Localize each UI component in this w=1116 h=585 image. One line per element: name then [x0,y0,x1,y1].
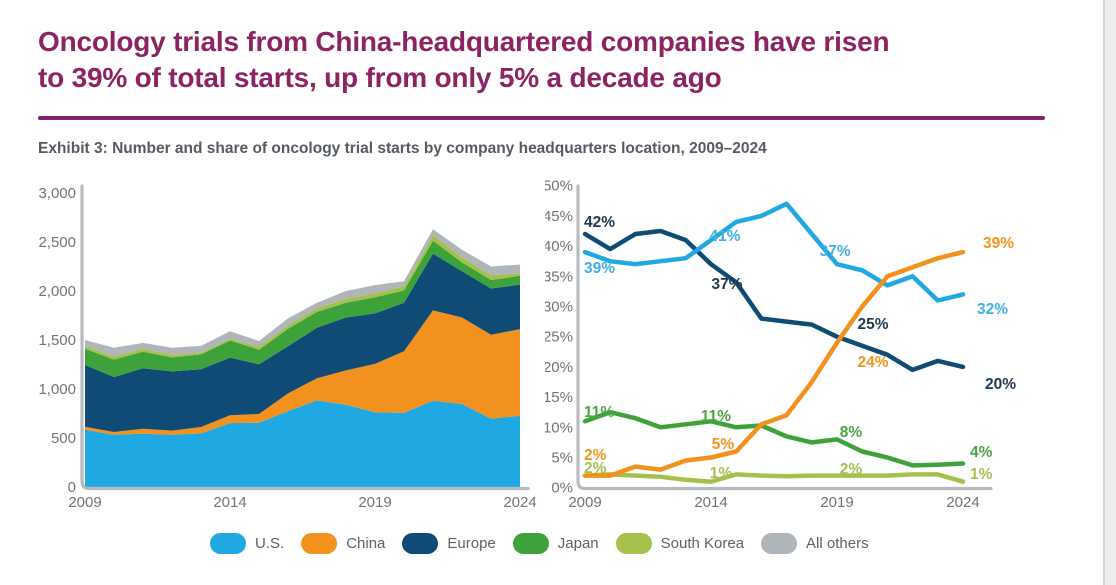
right-x-tick: 2019 [820,494,853,511]
data-label-europe-2019: 25% [857,316,888,333]
legend-label-japan: Japan [557,534,599,552]
data-label-south_korea-2009: 2% [584,460,607,477]
legend-swatch-europe [402,532,439,554]
line-japan [582,409,966,468]
legend-item-japan: Japan [512,532,599,554]
line-europe [582,228,966,373]
legend-swatch-all_others [761,532,798,554]
line-us [582,201,966,303]
page-title-line-1: Oncology trials from China-headquartered… [38,26,890,57]
left-y-tick: 0 [68,479,76,496]
legend-item-us: U.S. [210,532,285,554]
legend-label-all_others: All others [806,534,869,552]
right-y-tick: 30% [545,299,573,316]
right-x-tick: 2009 [568,494,601,511]
data-label-china-2019: 24% [857,354,888,371]
left-x-tick: 2009 [68,494,101,511]
page-title: Oncology trials from China-headquartered… [38,24,1048,96]
left-x-tick: 2014 [213,494,246,511]
data-label-japan-2019: 8% [840,424,863,441]
right-y-tick: 0% [551,480,573,497]
right-y-tick: 35% [545,268,573,285]
right-x-tick: 2024 [946,494,979,511]
left-x-tick: 2019 [358,494,391,511]
data-label-south_korea-2014: 1% [710,465,733,482]
legend-label-south_korea: South Korea [660,534,745,552]
data-label-japan-2009: 11% [584,404,614,421]
right-y-tick: 50% [545,180,573,195]
data-label-china-2024: 39% [983,235,1014,252]
left-y-tick: 2,000 [38,283,76,300]
line-south_korea [582,472,966,484]
right-chart-axis [576,184,993,491]
right-y-tick: 20% [545,359,573,376]
legend-swatch-south_korea [615,532,652,554]
legend-swatch-china [301,532,338,554]
chart-legend: U.S. China Europe Japan South Korea All other… [210,531,869,555]
trial-share-line-chart: 0% 5% 10% 15% 20% 25% 30% 35% 40% 45% 50% 2009 2014 2… [543,178,1110,525]
left-chart-axis [80,184,530,491]
area-china [85,310,520,435]
trial-share-line-svg: 0% 5% 10% 15% 20% 25% 30% 35% 40% 45% 50% 2009 2014 2… [543,178,1016,511]
page-edge-strip [1103,0,1116,585]
exhibit-caption: Exhibit 3: Number and share of oncology … [38,140,767,157]
right-y-tick: 45% [545,208,573,225]
left-y-tick: 1,500 [38,332,76,349]
legend-item-china: China [301,532,386,554]
legend-label-europe: Europe [447,534,496,552]
data-label-europe-2009: 42% [584,214,615,231]
legend-item-all_others: All others [761,532,869,554]
page-title-line-2: to 39% of total starts, up from only 5% … [38,62,722,93]
right-y-tick: 40% [545,238,573,255]
data-label-japan-2024: 4% [970,444,993,461]
right-y-tick: 25% [545,329,573,346]
data-label-europe-2024: 20% [985,376,1016,393]
data-label-china-2014: 5% [712,436,735,453]
trial-starts-area-svg: 0 500 1,000 1,500 2,000 2,500 3,000 2009 2014 201… [38,184,537,511]
data-label-us-2024: 32% [977,301,1008,318]
data-label-china-2009: 2% [584,447,607,464]
data-label-japan-2014: 11% [701,408,731,425]
data-label-south_korea-2019: 2% [840,461,863,478]
title-divider [38,116,1045,120]
trial-starts-stacked-area-chart: 0 500 1,000 1,500 2,000 2,500 3,000 2009 2014 201… [30,180,540,525]
area-europe [85,253,520,432]
legend-swatch-japan [512,532,549,554]
data-label-us-2014: 41% [709,228,740,245]
legend-item-south_korea: South Korea [615,532,745,554]
legend-label-china: China [346,534,386,552]
right-x-tick: 2014 [694,494,727,511]
data-label-us-2009: 39% [584,260,615,277]
area-japan [85,240,520,377]
legend-item-europe: Europe [402,532,496,554]
right-y-tick: 5% [551,450,573,467]
legend-label-us: U.S. [255,534,285,552]
left-y-tick: 1,000 [38,381,76,398]
left-y-tick: 500 [51,430,76,447]
left-y-tick: 2,500 [38,234,76,251]
left-x-tick: 2024 [503,494,536,511]
data-label-us-2019: 37% [819,243,850,260]
legend-swatch-us [210,532,246,554]
data-label-europe-2014: 37% [711,276,742,293]
area-us [85,400,520,487]
line-china [582,249,966,478]
data-label-south_korea-2024: 1% [970,466,993,483]
left-y-tick: 3,000 [38,185,76,202]
right-y-tick: 15% [545,389,573,406]
right-y-tick: 10% [545,419,573,436]
